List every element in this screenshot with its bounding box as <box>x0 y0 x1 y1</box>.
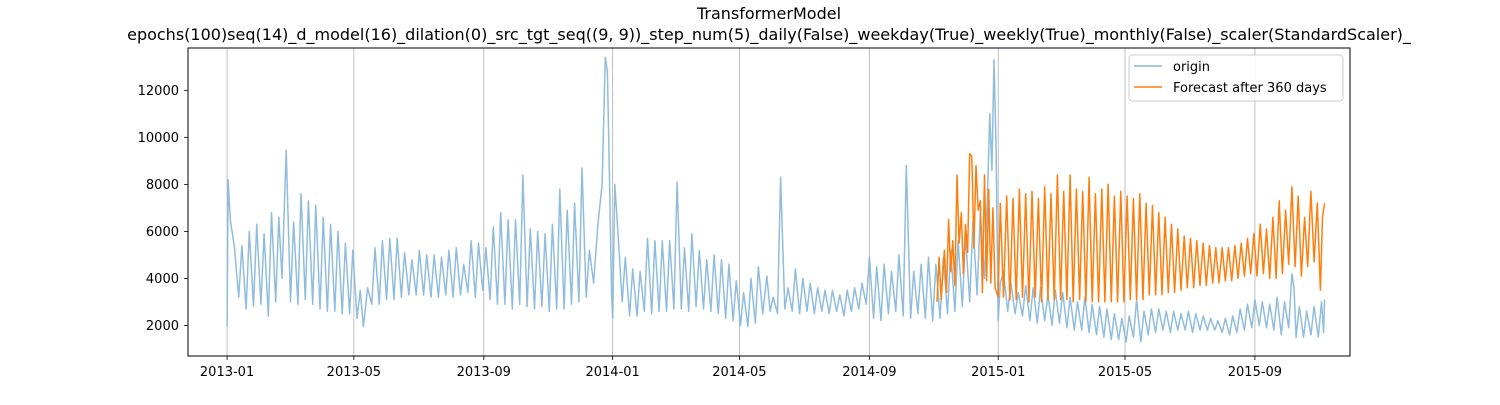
legend: origin Forecast after 360 days <box>1128 54 1344 102</box>
y-tick-label-6000: 6000 <box>146 225 179 240</box>
legend-label-forecast: Forecast after 360 days <box>1173 81 1327 96</box>
series-line-forecast <box>936 153 1326 303</box>
plot-frame <box>187 47 1351 357</box>
x-tick-label-2015-05: 2015-05 <box>1098 365 1152 380</box>
y-tick-label-4000: 4000 <box>146 272 179 287</box>
x-tick-label-2014-09: 2014-09 <box>842 365 896 380</box>
chart-subtitle: epochs(100)seq(14)_d_model(16)_dilation(… <box>127 25 1412 45</box>
x-tick-label-2015-09: 2015-09 <box>1228 365 1282 380</box>
x-axis: 2013-01 2013-05 2013-09 2014-01 2014-05 2014-… <box>200 356 1282 380</box>
y-axis: 2000 4000 6000 8000 10000 12000 <box>138 84 188 334</box>
series-group <box>226 56 1326 343</box>
x-tick-label-2014-01: 2014-01 <box>585 365 639 380</box>
y-tick-label-8000: 8000 <box>146 178 179 193</box>
x-tick-label-2013-09: 2013-09 <box>457 365 511 380</box>
y-tick-label-2000: 2000 <box>146 319 179 334</box>
chart-title: TransformerModel <box>696 4 841 23</box>
series-line-origin <box>226 56 1326 343</box>
x-tick-label-2014-05: 2014-05 <box>712 365 766 380</box>
legend-box <box>1128 54 1344 102</box>
x-tick-label-2013-05: 2013-05 <box>327 365 381 380</box>
y-tick-label-10000: 10000 <box>138 131 179 146</box>
x-tick-label-2013-01: 2013-01 <box>200 365 254 380</box>
y-tick-label-12000: 12000 <box>138 84 179 99</box>
x-tick-label-2015-01: 2015-01 <box>971 365 1025 380</box>
legend-label-origin: origin <box>1173 60 1210 75</box>
